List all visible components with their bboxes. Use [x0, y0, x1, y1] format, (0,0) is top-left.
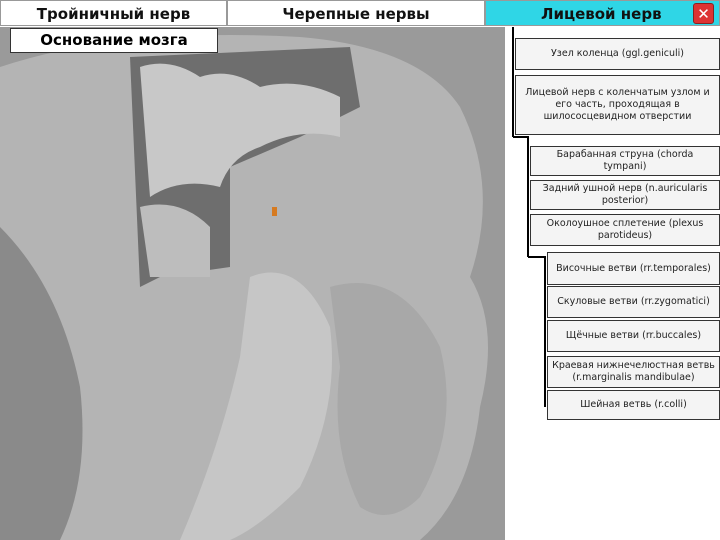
tab-active[interactable]: Лицевой нерв [485, 0, 720, 26]
tab[interactable]: Черепные нервы [227, 0, 485, 26]
label-item[interactable]: Скуловые ветви (rr.zygomatici) [547, 286, 720, 318]
close-button[interactable]: ✕ [693, 3, 714, 24]
connector-lines [512, 27, 546, 407]
label-item[interactable]: Шейная ветвь (r.colli) [547, 390, 720, 420]
label-item[interactable]: Щёчные ветви (rr.buccales) [547, 320, 720, 352]
label-item[interactable]: Барабанная струна (chorda tympani) [530, 146, 720, 176]
tab[interactable]: Тройничный нерв [0, 0, 227, 26]
label-item[interactable]: Краевая нижнечелюстная ветвь (r.marginal… [547, 356, 720, 388]
label-item[interactable]: Узел коленца (ggl.geniculi) [515, 38, 720, 70]
label-item[interactable]: Околоушное сплетение (plexus parotideus) [530, 214, 720, 246]
label-item[interactable]: Задний ушной нерв (n.auricularis posteri… [530, 180, 720, 210]
button[interactable]: Основание мозга [10, 28, 218, 53]
anatomy-photo [0, 27, 505, 540]
label-item[interactable]: Лицевой нерв с коленчатым узлом и его ча… [515, 75, 720, 135]
label-item[interactable]: Височные ветви (rr.temporales) [547, 252, 720, 285]
